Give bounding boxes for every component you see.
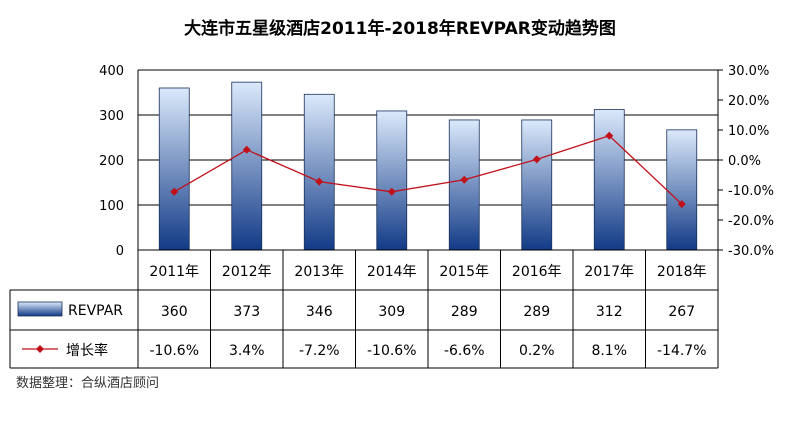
y-left-tick-label: 300 — [99, 109, 124, 124]
bar-value-label: 373 — [233, 304, 260, 320]
y-right-tick-label: -20.0% — [728, 214, 774, 229]
bar — [158, 87, 190, 251]
chart-title: 大连市五星级酒店2011年-2018年REVPAR变动趋势图 — [184, 18, 616, 39]
y-right-tick-label: 20.0% — [728, 94, 769, 109]
x-tick-label: 2012年 — [222, 264, 272, 280]
bar — [376, 110, 408, 251]
line-point — [315, 177, 324, 186]
line-point — [532, 155, 541, 164]
line-point — [170, 187, 179, 196]
y-left-tick-label: 100 — [99, 199, 124, 214]
line-point — [677, 200, 686, 209]
line-point — [605, 131, 614, 140]
line-value-label: -10.6% — [149, 343, 199, 359]
x-tick-label: 2013年 — [294, 264, 344, 280]
x-tick-label: 2015年 — [439, 264, 489, 280]
x-tick-label: 2017年 — [584, 264, 634, 280]
legend-marker — [36, 345, 44, 353]
y-right-tick-label: -10.0% — [728, 184, 774, 199]
line-point — [387, 187, 396, 196]
source-note: 数据整理：合纵酒店顾问 — [16, 376, 160, 391]
line-value-label: 0.2% — [519, 343, 555, 359]
line-value-label: -6.6% — [444, 343, 485, 359]
bar-value-label: 267 — [668, 304, 695, 320]
y-left-tick-label: 200 — [99, 154, 124, 169]
x-tick-label: 2011年 — [149, 264, 199, 280]
bar — [521, 119, 553, 251]
y-right-tick-label: -30.0% — [728, 244, 774, 259]
bar — [448, 119, 480, 251]
line-value-label: 8.1% — [591, 343, 627, 359]
legend-label-bar: REVPAR — [68, 303, 123, 319]
bar-value-label: 289 — [523, 304, 550, 320]
bar-value-label: 346 — [306, 304, 333, 320]
bar-value-label: 309 — [378, 304, 405, 320]
bar — [666, 129, 698, 251]
line-value-label: 3.4% — [229, 343, 265, 359]
line-value-label: -10.6% — [367, 343, 417, 359]
line-point — [242, 145, 251, 154]
y-left-tick-label: 0 — [116, 244, 124, 259]
y-right-tick-label: 30.0% — [728, 64, 769, 79]
x-tick-label: 2014年 — [367, 264, 417, 280]
bar — [231, 81, 263, 251]
bar — [303, 93, 335, 251]
line-value-label: -7.2% — [299, 343, 340, 359]
bar-value-label: 360 — [161, 304, 188, 320]
bar-value-label: 289 — [451, 304, 478, 320]
line-point — [460, 175, 469, 184]
series-line — [173, 134, 683, 205]
bar — [593, 109, 625, 251]
y-right-tick-label: 10.0% — [728, 124, 769, 139]
legend-label-line: 增长率 — [66, 342, 108, 359]
line-value-label: -14.7% — [657, 343, 707, 359]
x-tick-label: 2016年 — [512, 264, 562, 280]
y-left-tick-label: 400 — [99, 64, 124, 79]
y-right-tick-label: 0.0% — [728, 154, 761, 169]
legend-swatch-bar — [17, 301, 63, 317]
bar-value-label: 312 — [596, 304, 623, 320]
x-tick-label: 2018年 — [657, 264, 707, 280]
